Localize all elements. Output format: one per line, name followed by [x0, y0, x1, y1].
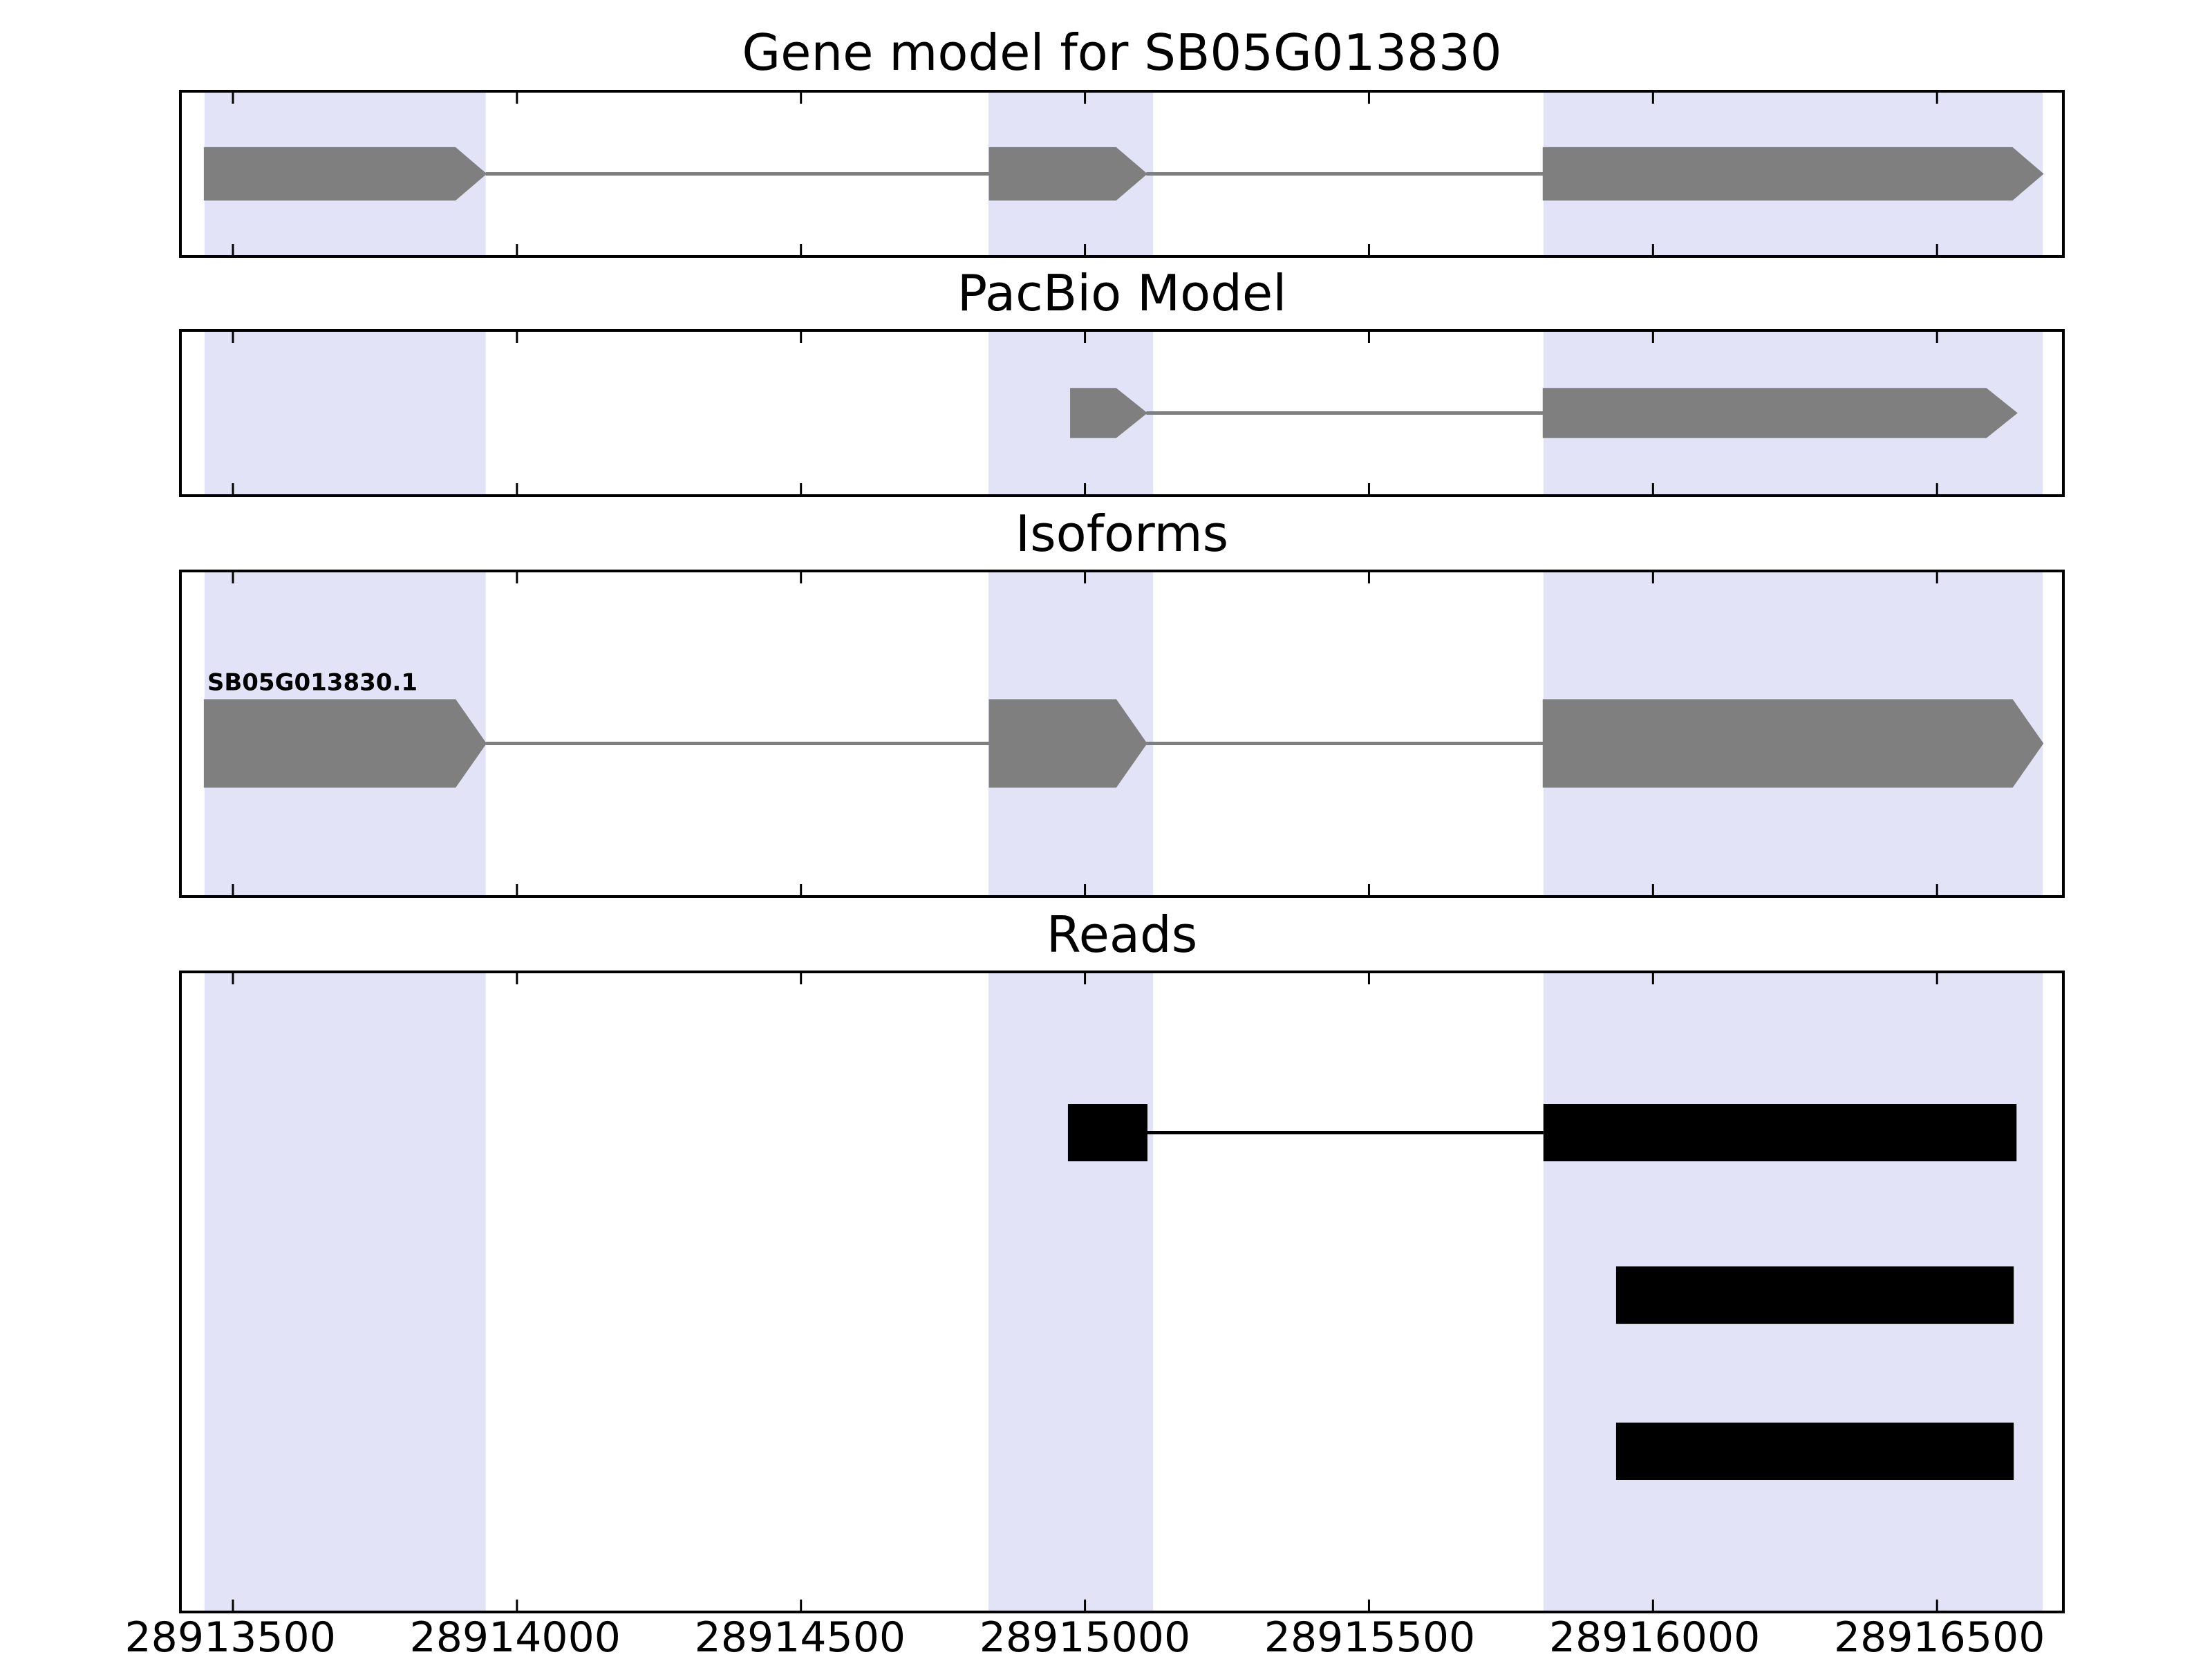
panel-canvas-pacbio-model [204, 332, 2043, 494]
x-tick-label: 28916500 [1833, 1613, 2045, 1659]
highlight-region [204, 332, 486, 494]
read-block [1615, 1423, 2014, 1480]
x-tick-label: 28915000 [979, 1613, 1191, 1659]
exon-arrow [1542, 147, 2044, 201]
x-tick-label: 28915500 [1264, 1613, 1476, 1659]
exon-arrow [1542, 699, 2044, 788]
panel-pacbio-model [179, 329, 2065, 497]
exon-arrow [988, 147, 1147, 201]
panel-canvas-reads [204, 973, 2043, 1611]
x-tick-label: 28914000 [409, 1613, 621, 1659]
highlight-region [204, 973, 486, 1611]
exon-arrow [203, 147, 487, 201]
panel-title-reads: Reads [1046, 906, 1198, 964]
panel-reads [179, 971, 2065, 1613]
exon-arrow [203, 699, 487, 788]
panel-title-isoforms: Isoforms [1015, 505, 1229, 563]
exon-arrow [988, 699, 1147, 788]
x-tick-label: 28913500 [124, 1613, 336, 1659]
read-block [1543, 1104, 2017, 1161]
panel-isoforms: SB05G013830.1 [179, 570, 2065, 898]
panel-gene-model [179, 90, 2065, 258]
x-tick-label: 28916000 [1548, 1613, 1761, 1659]
panel-canvas-gene-model [203, 93, 2044, 255]
read-block [1067, 1104, 1147, 1161]
x-tick-label: 28914500 [694, 1613, 906, 1659]
highlight-region [988, 973, 1154, 1611]
panel-title-pacbio-model: PacBio Model [957, 264, 1287, 322]
exon-arrow [1070, 388, 1147, 438]
read-block [1615, 1266, 2014, 1324]
isoform-label: SB05G013830.1 [207, 668, 418, 696]
panel-title-gene-model: Gene model for SB05G013830 [742, 24, 1502, 82]
panel-canvas-isoforms: SB05G013830.1 [203, 572, 2044, 895]
exon-arrow [1542, 388, 2018, 438]
